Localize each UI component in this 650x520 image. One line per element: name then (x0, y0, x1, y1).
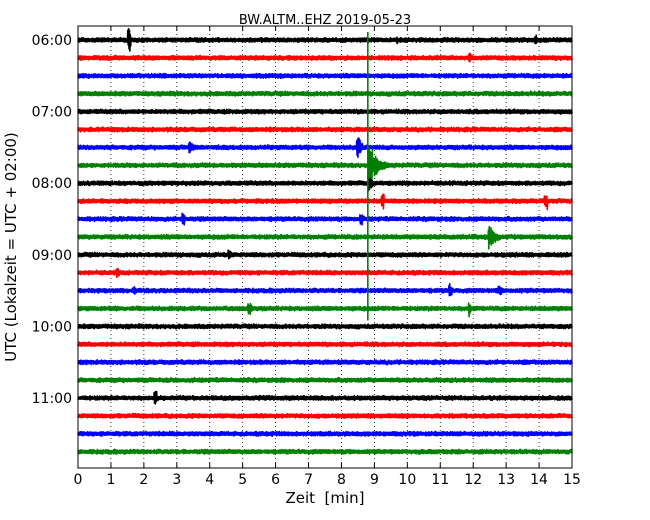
trace-0600 (77, 27, 573, 52)
trace-0715 (77, 126, 573, 133)
x-tick-label: 12 (464, 472, 482, 488)
x-tick-label: 14 (530, 472, 548, 488)
y-axis-ticks: 06:00 07:00 08:00 09:00 10:00 11:00 (32, 33, 572, 407)
trace-1045 (77, 376, 573, 384)
trace-0945 (77, 302, 573, 318)
x-tick-label: 10 (398, 472, 416, 488)
trace-1015 (77, 341, 573, 348)
x-tick-label: 9 (370, 472, 379, 488)
trace-0615 (77, 52, 573, 63)
trace-0915 (77, 267, 573, 279)
seismogram-traces (77, 27, 573, 455)
trace-0930 (77, 282, 573, 297)
trace-0730 (77, 137, 573, 159)
y-tick-label: 11:00 (32, 391, 72, 407)
trace-1030 (77, 358, 573, 366)
trace-0815 (77, 193, 573, 211)
y-tick-label: 08:00 (32, 176, 72, 192)
x-axis-ticks: 0 1 2 3 4 5 6 7 8 9 10 11 12 13 14 15 (74, 26, 581, 488)
trace-1100 (77, 390, 573, 405)
y-tick-label: 06:00 (32, 33, 72, 49)
x-tick-label: 3 (172, 472, 181, 488)
x-tick-label: 11 (431, 472, 449, 488)
x-tick-label: 5 (238, 472, 247, 488)
minute-gridlines (110, 26, 540, 468)
plot-frame (77, 25, 573, 469)
y-tick-label: 07:00 (32, 105, 72, 121)
y-tick-label: 09:00 (32, 248, 72, 264)
y-axis-label: UTC (Lokalzeit = UTC + 02:00) (2, 132, 20, 362)
trace-0645 (77, 90, 573, 97)
x-tick-label: 8 (337, 472, 346, 488)
x-tick-label: 0 (74, 472, 83, 488)
trace-0700 (77, 108, 573, 115)
x-tick-label: 2 (139, 472, 148, 488)
trace-0900 (77, 249, 573, 260)
x-tick-label: 1 (106, 472, 115, 488)
chart-title: BW.ALTM..EHZ 2019-05-23 (239, 13, 411, 28)
trace-1000 (77, 323, 573, 330)
x-axis-label: Zeit [min] (285, 489, 364, 507)
trace-1130 (77, 430, 573, 438)
trace-0800 (77, 177, 573, 192)
trace-0845 (77, 225, 573, 250)
trace-1115 (77, 412, 573, 420)
trace-1145 (77, 448, 573, 455)
x-tick-label: 7 (304, 472, 313, 488)
x-tick-label: 15 (563, 472, 581, 488)
x-tick-label: 4 (205, 472, 214, 488)
trace-0745 (77, 146, 573, 183)
x-tick-label: 6 (271, 472, 280, 488)
x-tick-label: 13 (497, 472, 515, 488)
y-tick-label: 10:00 (32, 319, 72, 335)
trace-0630 (77, 72, 573, 80)
trace-0830 (77, 212, 573, 226)
